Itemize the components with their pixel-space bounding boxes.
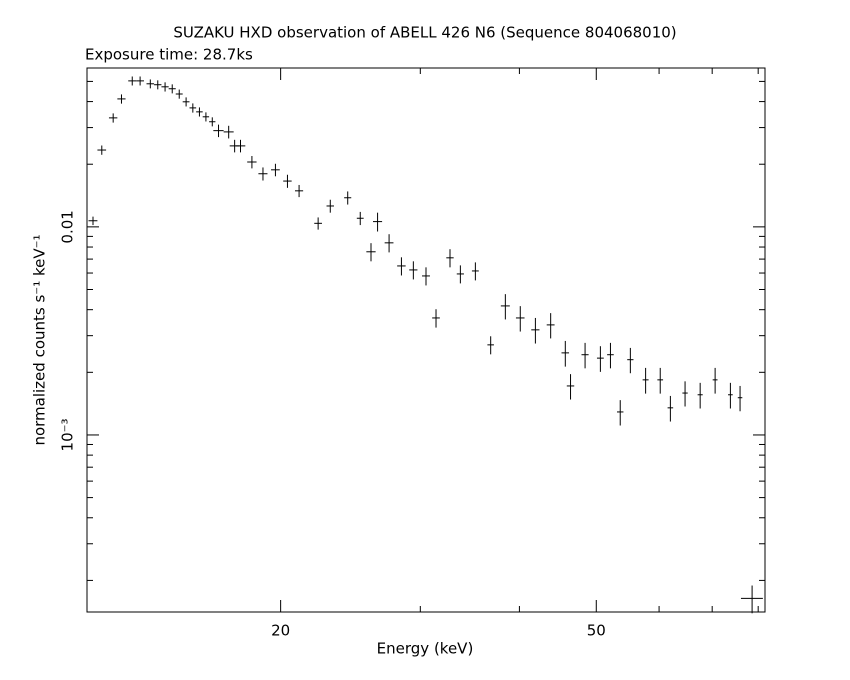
chart-subtitle: Exposure time: 28.7ks [85, 46, 253, 64]
y-tick-label: 0.01 [59, 210, 77, 243]
x-tick-label: 50 [587, 622, 606, 640]
x-axis-label: Energy (keV) [377, 640, 474, 658]
plot-frame [86, 67, 766, 613]
y-axis-label: normalized counts s⁻¹ keV⁻¹ [31, 234, 49, 445]
x-tick-label: 20 [271, 622, 290, 640]
y-tick-label: 10⁻³ [59, 418, 77, 451]
chart-title: SUZAKU HXD observation of ABELL 426 N6 (… [173, 24, 676, 42]
